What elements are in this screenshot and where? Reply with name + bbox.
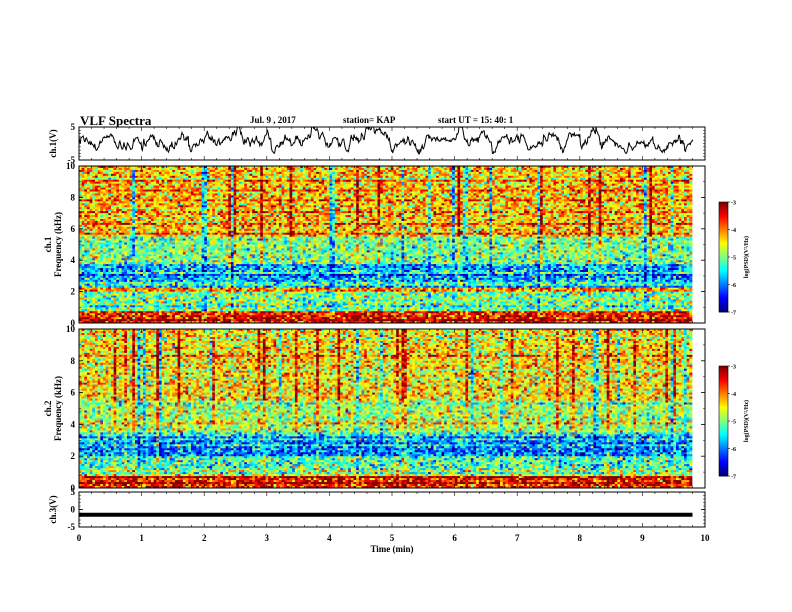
ch1-waveform-frame — [79, 127, 705, 160]
x-tick-label: 1 — [139, 533, 144, 543]
ch2-colorbar-tick: -4 — [731, 392, 736, 398]
x-tick-label: 6 — [452, 533, 457, 543]
ch2-spectrogram-ytick: 2 — [71, 451, 76, 461]
ch1-spectrogram-ylabel: Frequency (kHz) — [53, 212, 63, 277]
ch1-spectrogram-image — [79, 166, 692, 323]
x-tick-label: 8 — [578, 533, 583, 543]
x-tick-label: 4 — [327, 533, 332, 543]
x-tick-label: 5 — [390, 533, 395, 543]
ch1-spectrogram-ytick: 8 — [71, 192, 76, 202]
ch2-spectrogram-ytick: 10 — [66, 324, 76, 334]
ch2-spectrogram-image — [79, 329, 692, 488]
x-tick-label: 7 — [515, 533, 520, 543]
ch2-spectrogram-ytick: 6 — [71, 388, 76, 398]
ch3-waveform-ytick: 5 — [71, 487, 76, 497]
ch1-colorbar-tick: -6 — [731, 283, 736, 289]
ch1-waveform-ytick: 5 — [71, 122, 76, 132]
ch1-colorbar-tick: -7 — [731, 311, 736, 317]
x-tick-label: 10 — [701, 533, 711, 543]
ch2-colorbar: -3 -4 -5 -6 -7 log(PSD)(V²/Hz) — [719, 365, 750, 481]
ch1-colorbar: -3 -4 -5 -6 -7 log(PSD)(V²/Hz) — [719, 201, 750, 317]
ch2-colorbar-tick: -6 — [731, 447, 736, 453]
ch2-colorbar-label: log(PSD)(V²/Hz) — [743, 400, 750, 442]
ch3-waveform-ytick: 0 — [71, 505, 76, 515]
ch2-colorbar-tick: -5 — [731, 420, 736, 426]
ch2-spectrogram-ylabel: Frequency (kHz) — [53, 376, 63, 441]
ch1-colorbar-tick: -4 — [731, 228, 736, 234]
vlf-figure: -3 -4 -5 -6 -7 log(PSD)(V²/Hz) -3 -4 -5 -6 -7 log(P… — [0, 0, 792, 612]
ch1-waveform-ylabel: ch.1(V) — [48, 129, 58, 157]
ch1-spectrogram-ytick: 2 — [71, 287, 76, 297]
ch1-colorbar-tick: -5 — [731, 256, 736, 262]
ch2-spectrogram-ytick: 4 — [71, 419, 76, 429]
ch1-waveform-line — [79, 127, 693, 154]
x-tick-label: 2 — [202, 533, 207, 543]
ch3-waveform-frame — [79, 492, 705, 527]
ch1-spectrogram-ytick: 6 — [71, 224, 76, 234]
ch2-spectrogram-ylabel: ch.2 — [43, 400, 53, 416]
x-tick-label: 3 — [265, 533, 270, 543]
ch1-colorbar-tick: -3 — [731, 201, 736, 207]
ch1-spectrogram-ytick: 10 — [66, 161, 76, 171]
x-axis-label: Time (min) — [370, 544, 413, 554]
ch1-spectrogram-ytick: 4 — [71, 255, 76, 265]
ch3-waveform-ylabel: ch.3(V) — [48, 495, 58, 523]
ch3-waveform-ytick: -5 — [68, 522, 76, 532]
x-tick-label: 9 — [640, 533, 645, 543]
ch2-colorbar-tick: -3 — [731, 365, 736, 371]
ch2-colorbar-tick: -7 — [731, 475, 736, 481]
ch1-colorbar-label: log(PSD)(V²/Hz) — [743, 236, 750, 278]
ch2-spectrogram-ytick: 8 — [71, 356, 76, 366]
ch1-spectrogram-ylabel: ch.1 — [43, 236, 53, 252]
x-tick-label: 0 — [77, 533, 82, 543]
